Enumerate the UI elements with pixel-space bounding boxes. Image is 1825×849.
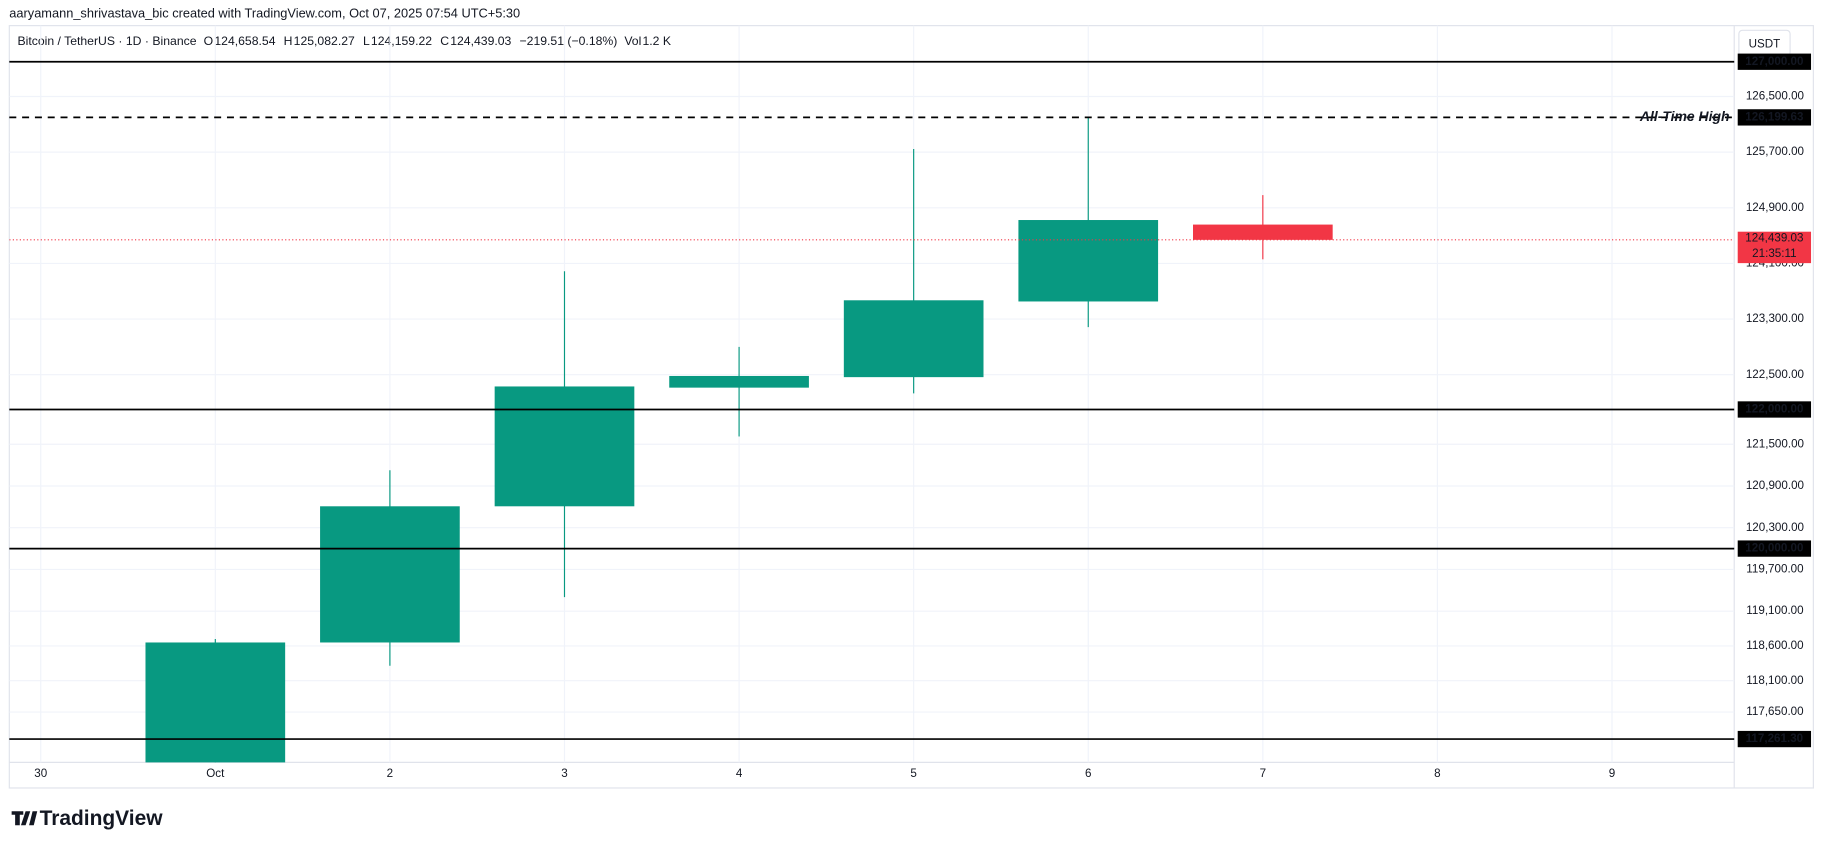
candle-body [669,375,809,388]
attribution: aaryamann_shrivastava_bic created with T… [9,5,520,20]
ohlc-legend: O 124,658.54 H 125,082.27 L 124,159.22 C 124,43… [204,34,672,48]
level-label: 120,000.00 [1745,542,1803,555]
y-tick-label: 118,600.00 [1746,639,1804,652]
y-tick-label: 120,900.00 [1746,479,1805,492]
legend-key: Vol [624,34,641,48]
level-label: 127,000.00 [1745,55,1803,68]
last-price-box [1737,231,1812,264]
candle-body [1018,220,1159,302]
legend-change: −219.51 (−0.18%) [520,34,618,48]
candle-body [843,300,984,378]
last-price-label: 124,439.03 [1745,232,1803,245]
chart-title: Bitcoin / TetherUS · 1D · Binance [17,34,196,48]
level-label-box [1737,730,1812,748]
currency: USDT [1749,37,1781,50]
x-tick-label: 3 [561,767,567,780]
x-tick-label: 7 [1260,767,1266,780]
legend-key: O [204,34,214,48]
y-tick-label: 120,300.00 [1746,521,1805,534]
level-label-box [1737,53,1812,70]
chart-frame [8,25,1814,789]
level-label: 122,000.00 [1745,403,1803,416]
legend-value: 124,159.22 [371,34,432,48]
legend-value: 125,082.27 [294,34,355,48]
candle-body [145,642,286,763]
x-tick-label: 4 [736,767,743,780]
y-tick-label: 124,900.00 [1746,201,1805,214]
x-tick-label: Oct [206,767,225,780]
candle-body [320,506,460,643]
candle-body [494,386,635,507]
countdown: 21:35:11 [1752,247,1796,260]
x-tick-label: 30 [34,767,47,780]
level-label: 117,261.30 [1746,732,1804,745]
legend-key: H [284,34,293,48]
x-tick-label: 2 [387,767,393,780]
level-label-box [1737,109,1812,126]
level-label-box [1737,401,1812,418]
x-tick-label: 5 [910,767,916,780]
y-tick-label: 118,100.00 [1746,674,1804,687]
y-tick-label: 117,650.00 [1746,705,1804,718]
level-label-box [1737,540,1812,557]
x-tick-label: 8 [1434,767,1440,780]
y-tick-label: 122,500.00 [1746,368,1805,381]
y-tick-label: 121,500.00 [1746,437,1805,450]
x-tick-label: 9 [1609,767,1615,780]
level-annotation: All-Time High [1639,108,1730,124]
legend-volume: 1.2 K [642,34,671,48]
plot-area [9,25,1735,763]
y-tick-label: 126,500.00 [1746,90,1805,103]
logo-icon [11,811,38,826]
legend-key: C [440,34,449,48]
legend-key: L [363,34,370,48]
legend-value: 124,658.54 [214,34,275,48]
y-tick-label: 119,700.00 [1746,563,1804,576]
x-tick-label: 6 [1085,767,1091,780]
logo: TradingView [40,807,164,830]
y-tick-label: 123,300.00 [1746,312,1805,325]
legend-value: 124,439.03 [450,34,511,48]
level-label: 126,199.63 [1745,110,1804,123]
candle-body [1193,224,1333,240]
y-tick-label: 119,100.00 [1746,604,1804,617]
y-tick-label: 125,700.00 [1746,145,1805,158]
